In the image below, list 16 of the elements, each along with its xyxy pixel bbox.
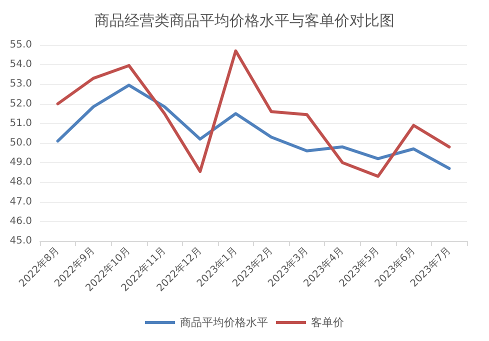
chart-title: 商品经营类商品平均价格水平与客单价对比图 bbox=[94, 12, 394, 30]
y-tick-label: 51.0 bbox=[10, 118, 32, 129]
y-tick-label: 45.0 bbox=[10, 236, 32, 246]
y-tick-label: 54.0 bbox=[10, 59, 32, 70]
legend-label: 客单价 bbox=[311, 316, 344, 329]
y-tick-label: 55.0 bbox=[10, 40, 32, 50]
y-tick-label: 50.0 bbox=[10, 138, 32, 148]
y-tick-label: 52.0 bbox=[10, 98, 32, 110]
legend-label: 商品平均价格水平 bbox=[180, 316, 268, 329]
y-tick-label: 48.0 bbox=[10, 176, 32, 188]
y-tick-label: 46.0 bbox=[10, 216, 32, 227]
y-tick-label: 53.0 bbox=[10, 78, 32, 90]
line-series bbox=[56, 84, 451, 170]
line-series bbox=[56, 49, 451, 178]
y-tick-label: 47.0 bbox=[10, 196, 32, 208]
y-tick-label: 49.0 bbox=[10, 157, 32, 168]
